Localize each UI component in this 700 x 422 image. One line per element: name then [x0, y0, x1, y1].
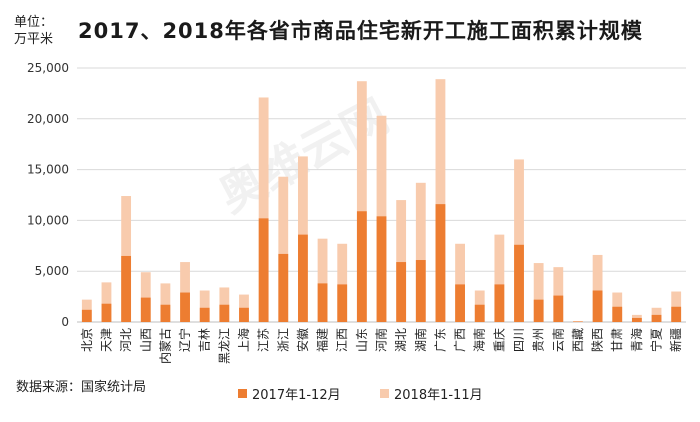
y-tick-label: 5,000	[35, 264, 69, 278]
bar-2017	[356, 211, 367, 322]
bar-2017	[219, 304, 230, 322]
x-tick-label: 甘肃	[610, 328, 624, 352]
bar-2017	[573, 321, 583, 322]
bar-2017	[592, 290, 603, 322]
x-tick-label: 湖北	[393, 328, 408, 352]
legend-label-2018: 2018年1-11月	[394, 388, 483, 403]
bar-2018	[140, 272, 151, 322]
legend-swatch-2017	[238, 389, 247, 398]
bar-2017	[337, 284, 348, 322]
x-tick-label: 安徽	[295, 328, 310, 352]
bar-2017	[121, 255, 132, 322]
bar-2017	[533, 299, 544, 322]
bar-2018	[494, 234, 505, 322]
bar-2018	[160, 283, 171, 322]
x-tick-label: 山东	[355, 328, 369, 352]
bar-2017	[612, 306, 623, 322]
bar-2017	[81, 309, 92, 322]
legend-item-2017: 2017年1-12月	[238, 384, 341, 403]
bar-2018	[337, 243, 348, 322]
x-tick-label: 河北	[119, 328, 133, 352]
source-note: 数据来源：国家统计局	[16, 380, 147, 395]
bar-2017	[455, 284, 465, 322]
bar-2017	[298, 234, 308, 322]
x-tick-label: 江苏	[257, 328, 271, 352]
bar-2017	[376, 216, 387, 322]
bar-2017	[415, 260, 426, 322]
x-tick-label: 天津	[99, 328, 113, 352]
y-tick-label: 10,000	[27, 213, 69, 227]
x-tick-label: 辽宁	[177, 328, 192, 352]
bar-2017	[160, 304, 171, 322]
bar-2018	[180, 262, 190, 322]
bar-2018	[415, 182, 426, 322]
bar-2018	[455, 243, 465, 322]
bar-2017	[631, 317, 642, 322]
bar-2018	[199, 290, 210, 322]
x-tick-label: 云南	[550, 328, 565, 352]
bar-2017	[258, 218, 269, 322]
x-tick-label: 宁夏	[649, 328, 664, 352]
bar-2018	[356, 81, 367, 322]
bar-2018	[533, 263, 544, 322]
bar-2018	[553, 267, 564, 322]
bar-2018	[317, 238, 328, 322]
x-tick-label: 吉林	[198, 328, 212, 352]
bar-2017	[140, 297, 151, 322]
bar-2017	[199, 307, 210, 322]
bar-2017	[435, 204, 446, 322]
x-tick-label: 西藏	[571, 328, 585, 352]
x-tick-label: 四川	[512, 328, 526, 352]
x-tick-label: 陕西	[590, 328, 605, 352]
bar-2017	[396, 262, 407, 322]
y-tick-label: 15,000	[27, 163, 69, 177]
bar-2017	[671, 306, 682, 322]
x-tick-label: 河南	[374, 328, 389, 352]
legend-swatch-2018	[380, 389, 389, 398]
bar-2018	[514, 159, 524, 322]
bar-2017	[474, 304, 485, 322]
x-tick-label: 黑龙江	[217, 328, 231, 364]
y-tick-label: 20,000	[27, 112, 69, 126]
bar-2017	[239, 307, 249, 322]
bar-2018	[278, 176, 289, 322]
bar-2017	[278, 253, 289, 322]
x-tick-label: 广东	[433, 328, 447, 352]
x-tick-label: 湖南	[413, 328, 428, 352]
bar-2017	[514, 244, 524, 322]
x-tick-label: 海南	[472, 328, 487, 352]
x-tick-label: 内蒙古	[157, 328, 172, 364]
bar-2017	[101, 303, 112, 322]
x-tick-label: 贵州	[532, 328, 546, 352]
x-tick-label: 新疆	[668, 328, 683, 352]
bar-2017	[317, 283, 328, 322]
x-tick-label: 山西	[139, 328, 153, 352]
bar-2017	[553, 295, 564, 322]
bar-2018	[435, 79, 446, 323]
x-tick-label: 上海	[236, 328, 251, 352]
y-tick-label: 0	[61, 315, 69, 329]
bar-2018	[396, 200, 407, 322]
x-tick-label: 青海	[629, 328, 644, 352]
x-tick-label: 浙江	[276, 328, 290, 352]
unit-label: 单位： 万平米	[14, 14, 53, 48]
bar-2017	[651, 314, 662, 322]
unit-label-line2: 万平米	[14, 32, 54, 47]
bar-2018	[101, 282, 112, 322]
y-tick-label: 25,000	[27, 61, 69, 75]
bar-2018	[258, 97, 269, 323]
x-tick-label: 广西	[453, 328, 467, 352]
x-tick-label: 重庆	[492, 328, 506, 352]
bar-2017	[494, 284, 505, 322]
x-tick-label: 江西	[335, 328, 349, 352]
legend-label-2017: 2017年1-12月	[252, 388, 341, 403]
x-tick-label: 福建	[315, 328, 330, 352]
x-tick-label: 北京	[80, 328, 94, 352]
legend-item-2018: 2018年1-11月	[380, 384, 483, 403]
unit-label-line1: 单位：	[14, 15, 54, 30]
bar-2018	[592, 254, 603, 322]
chart-title: 2017、2018年各省市商品住宅新开工施工面积累计规模	[78, 19, 643, 43]
bar-2017	[180, 292, 190, 322]
